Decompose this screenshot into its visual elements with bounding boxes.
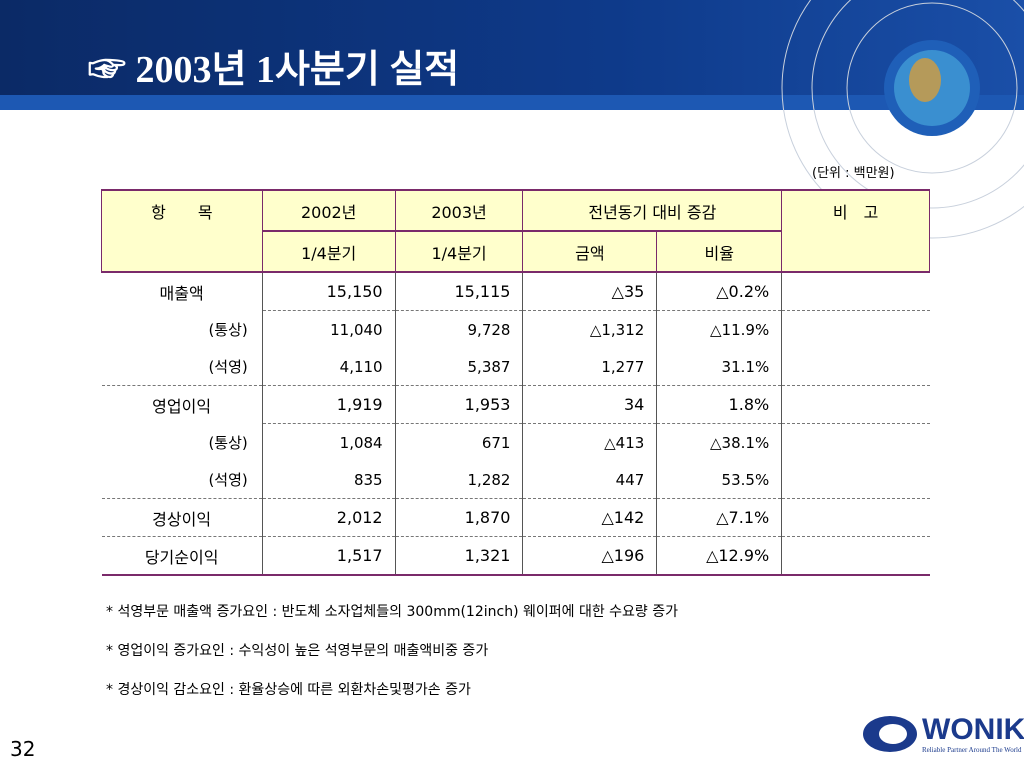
page-number: 32 bbox=[10, 737, 36, 761]
land bbox=[909, 58, 941, 102]
logo-tagline: Reliable Partner Around The World bbox=[922, 746, 1022, 754]
header: 전년동기 대비 증감 bbox=[522, 189, 783, 232]
remark-cell bbox=[781, 272, 930, 311]
cell: 15,150 bbox=[261, 272, 396, 311]
decoration bbox=[781, 0, 1024, 239]
data-row: (석영) 4,110 5,387 1,277 31.1% bbox=[101, 348, 930, 386]
cell: 4,110 bbox=[261, 348, 396, 386]
cell: △196 bbox=[522, 536, 658, 576]
header-row: 항 목 2002년 2003년 전년동기 대비 증감 비 고 bbox=[101, 189, 930, 273]
logo-hole bbox=[879, 724, 907, 744]
row-label: 영업이익 bbox=[101, 385, 263, 424]
note: * 경상이익 감소요인 : 환율상승에 따른 외환차손및평가손 증가 bbox=[106, 682, 471, 698]
header: 2003년 bbox=[394, 189, 524, 232]
data-row: 경상이익 2,012 1,870 △142 △7.1% bbox=[101, 498, 930, 537]
ring bbox=[781, 0, 1024, 239]
title: ☞ 2003년 1사분기 실적 bbox=[88, 49, 460, 91]
subheader: 1/4분기 bbox=[261, 230, 396, 273]
remark-cell bbox=[781, 461, 930, 499]
data-row: 영업이익 1,919 1,953 34 1.8% bbox=[101, 385, 930, 424]
cell: 1,919 bbox=[261, 385, 396, 424]
cell: 1,277 bbox=[522, 348, 658, 386]
subheader: 비율 bbox=[656, 230, 783, 273]
results-table: 항 목 2002년 2003년 전년동기 대비 증감 비 고 1/4분기 1/4… bbox=[101, 189, 930, 576]
cell: △413 bbox=[522, 423, 658, 461]
cell: △7.1% bbox=[656, 498, 783, 537]
remark-cell bbox=[781, 536, 930, 576]
remark-cell bbox=[781, 348, 930, 386]
data-row: (석영) 835 1,282 447 53.5% bbox=[101, 461, 930, 499]
row-label: 당기순이익 bbox=[101, 536, 263, 576]
note: * 영업이익 증가요인 : 수익성이 높은 석영부문의 매출액비중 증가 bbox=[106, 643, 489, 659]
cell: 1.8% bbox=[656, 385, 783, 424]
logo-mark bbox=[863, 716, 917, 752]
ring bbox=[811, 0, 1024, 209]
row-label: 매출액 bbox=[101, 272, 263, 311]
cell: 5,387 bbox=[394, 348, 524, 386]
cell: 671 bbox=[394, 423, 524, 461]
cell: 1,282 bbox=[394, 461, 524, 499]
title-bar bbox=[0, 0, 1024, 95]
cell: 15,115 bbox=[394, 272, 524, 311]
data-row: 매출액 15,150 15,115 △35 △0.2% bbox=[101, 272, 930, 311]
cell: 31.1% bbox=[656, 348, 783, 386]
cell: 447 bbox=[522, 461, 658, 499]
remark-cell bbox=[781, 423, 930, 461]
logo-name: WONIK bbox=[922, 713, 1024, 746]
row-label: (통상) bbox=[101, 423, 263, 461]
header: 2002년 bbox=[261, 189, 396, 232]
header: 항 목 bbox=[101, 189, 263, 273]
cell: 34 bbox=[522, 385, 658, 424]
cell: 11,040 bbox=[261, 310, 396, 348]
data-row: (통상) 1,084 671 △413 △38.1% bbox=[101, 423, 930, 461]
cell: △38.1% bbox=[656, 423, 783, 461]
row-label: (통상) bbox=[101, 310, 263, 348]
cell: 1,321 bbox=[394, 536, 524, 576]
cell: △142 bbox=[522, 498, 658, 537]
data-row: 당기순이익 1,517 1,321 △196 △12.9% bbox=[101, 536, 930, 576]
cell: 2,012 bbox=[261, 498, 396, 537]
row-label: (석영) bbox=[101, 348, 263, 386]
cell: 835 bbox=[261, 461, 396, 499]
subheader: 1/4분기 bbox=[394, 230, 524, 273]
ring bbox=[846, 2, 1018, 174]
remark-cell bbox=[781, 310, 930, 348]
remark-cell bbox=[781, 498, 930, 537]
cell: 1,870 bbox=[394, 498, 524, 537]
remark-cell bbox=[781, 385, 930, 424]
note: * 석영부문 매출액 증가요인 : 반도체 소자업체들의 300mm(12inc… bbox=[106, 604, 679, 620]
cell: 53.5% bbox=[656, 461, 783, 499]
cell: △12.9% bbox=[656, 536, 783, 576]
cell: △1,312 bbox=[522, 310, 658, 348]
cell: 1,953 bbox=[394, 385, 524, 424]
cell: △11.9% bbox=[656, 310, 783, 348]
title-strip bbox=[0, 95, 1024, 110]
subheader-row: 1/4분기 1/4분기 금액 비율 bbox=[102, 230, 930, 273]
row-label: 경상이익 bbox=[101, 498, 263, 537]
cell: △35 bbox=[522, 272, 658, 311]
cell: △0.2% bbox=[656, 272, 783, 311]
cell: 1,084 bbox=[261, 423, 396, 461]
header: 비 고 bbox=[781, 189, 930, 273]
data-row: (통상) 11,040 9,728 △1,312 △11.9% bbox=[101, 310, 930, 348]
row-label: (석영) bbox=[101, 461, 263, 499]
cell: 1,517 bbox=[261, 536, 396, 576]
cell: 9,728 bbox=[394, 310, 524, 348]
unit: (단위 : 백만원) bbox=[812, 166, 895, 181]
subheader: 금액 bbox=[522, 230, 658, 273]
